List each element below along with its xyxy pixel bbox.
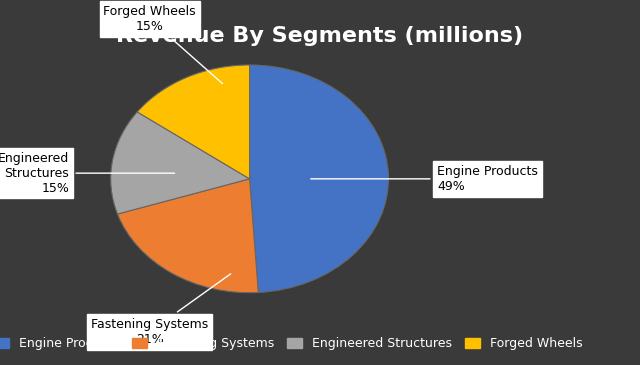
Wedge shape xyxy=(111,112,250,214)
Text: Engineered
Structures
15%: Engineered Structures 15% xyxy=(0,151,175,195)
Wedge shape xyxy=(137,65,250,179)
Text: Forged Wheels
15%: Forged Wheels 15% xyxy=(103,5,223,84)
Legend: Engine Products, Fastening Systems, Engineered Structures, Forged Wheels: Engine Products, Fastening Systems, Engi… xyxy=(0,332,587,355)
Wedge shape xyxy=(250,65,388,292)
Text: Fastening Systems
21%: Fastening Systems 21% xyxy=(91,274,230,346)
Wedge shape xyxy=(118,179,259,293)
Text: Engine Products
49%: Engine Products 49% xyxy=(310,165,538,193)
Text: Revenue By Segments (millions): Revenue By Segments (millions) xyxy=(116,26,524,46)
